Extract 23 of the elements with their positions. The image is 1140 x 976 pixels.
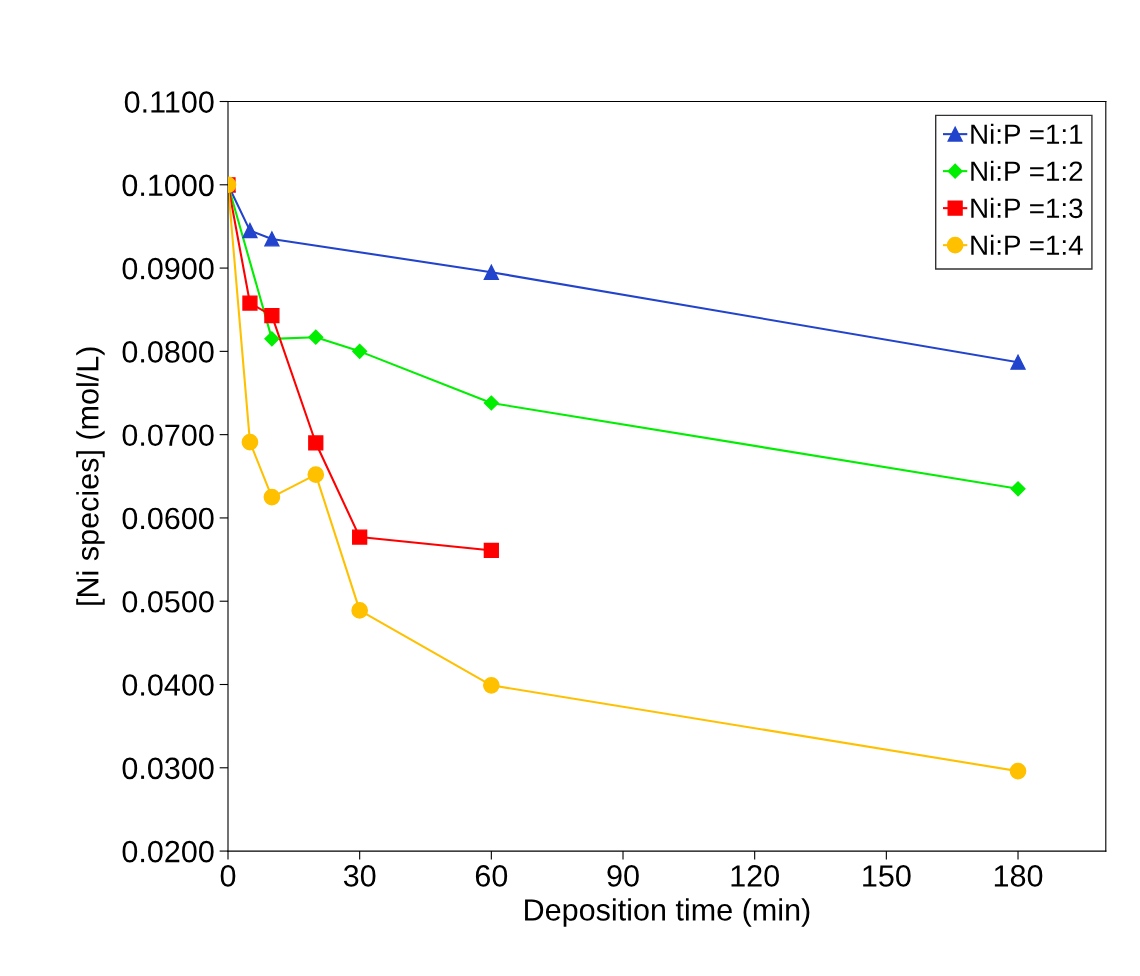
x-tick-label: 150: [863, 865, 911, 887]
y-tick-label: 0.0500: [122, 590, 214, 613]
legend-label: Ni:P =1:1: [971, 123, 1083, 144]
legend-label: Ni:P =1:3: [971, 197, 1083, 219]
y-tick-label: 0.0600: [122, 507, 214, 530]
y-tick-label: 0.1100: [124, 91, 214, 113]
x-tick-label: 120: [731, 865, 779, 887]
y-tick-label: 0.0900: [122, 257, 214, 280]
x-tick-label: 90: [607, 865, 639, 887]
y-tick-label: 0.0800: [122, 341, 214, 363]
y-tick-label: 0.0400: [122, 674, 214, 696]
y-tick-label: 0.1000: [122, 174, 214, 197]
y-tick-label: 0.0200: [122, 840, 214, 863]
x-tick-label: 0: [220, 865, 236, 887]
x-axis-title: Deposition time (min): [525, 898, 810, 927]
x-tick-label: 30: [343, 865, 376, 887]
x-tick-label: 180: [994, 865, 1043, 887]
y-axis-title: [Ni species] (mol/L): [76, 347, 105, 605]
legend-label: Ni:P =1:2: [971, 160, 1083, 181]
legend-label: Ni:P =1:4: [971, 234, 1083, 255]
y-tick-label: 0.0700: [122, 424, 214, 447]
y-tick-label: 0.0300: [122, 757, 214, 780]
x-tick-label: 60: [475, 865, 508, 887]
